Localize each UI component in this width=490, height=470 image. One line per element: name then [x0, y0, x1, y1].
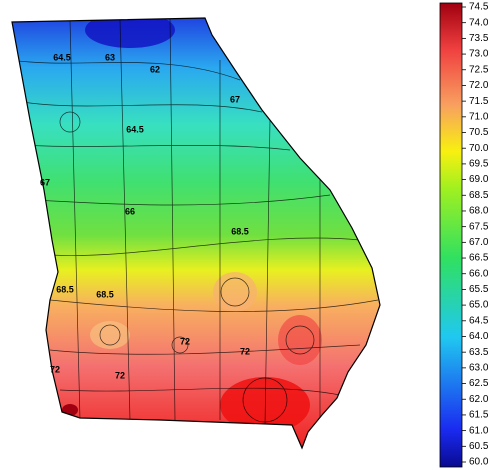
colorbar-tick-label: 73.0 [469, 49, 489, 60]
colorbar-tick-label: 71.0 [469, 111, 489, 122]
contour-label: 64.5 [53, 52, 71, 62]
colorbar-tick-label: 72.0 [469, 80, 489, 91]
colorbar [439, 2, 463, 468]
colorbar-tick-label: 72.5 [469, 64, 489, 75]
colorbar-tick-label: 70.0 [469, 143, 489, 154]
colorbar-tick-label: 68.0 [469, 206, 489, 217]
colorbar-tick-label: 65.0 [469, 300, 489, 311]
colorbar-tick-label: 61.0 [469, 425, 489, 436]
contour-label: 62 [150, 64, 160, 74]
colorbar-tick-label: 74.5 [469, 2, 489, 13]
colorbar-tick-label: 65.5 [469, 284, 489, 295]
contour-label: 68.5 [96, 289, 114, 299]
contour-label: 68.5 [56, 284, 74, 294]
colorbar-tick-label: 73.5 [469, 33, 489, 44]
contour-label: 67 [230, 94, 240, 104]
colorbar-tick-label: 63.5 [469, 347, 489, 358]
contour-label: 72 [180, 336, 190, 346]
colorbar-tick-label: 63.0 [469, 363, 489, 374]
contour-label: 63 [105, 52, 115, 62]
colorbar-tick-label: 71.5 [469, 96, 489, 107]
colorbar-tick-label: 69.5 [469, 159, 489, 170]
colorbar-tick-label: 68.5 [469, 190, 489, 201]
colorbar-tick-label: 74.0 [469, 17, 489, 28]
temperature-field [12, 18, 380, 448]
contour-label: 72 [240, 346, 250, 356]
colorbar-tick-label: 60.5 [469, 441, 489, 452]
contour-label: 72 [50, 364, 60, 374]
colorbar-tick-label: 69.0 [469, 174, 489, 185]
colorbar-tick-label: 60.0 [469, 457, 489, 468]
colorbar-tick-label: 62.5 [469, 378, 489, 389]
colorbar-tick-label: 62.0 [469, 394, 489, 405]
contour-label: 67 [40, 177, 50, 187]
colorbar-tick-label: 61.5 [469, 410, 489, 421]
colorbar-tick-label: 64.0 [469, 331, 489, 342]
contour-label: 68.5 [231, 226, 249, 236]
contour-label: 66 [125, 206, 135, 216]
colorbar-tick-label: 66.5 [469, 253, 489, 264]
colorbar-tick-label: 64.5 [469, 315, 489, 326]
colorbar-tick-label: 70.5 [469, 127, 489, 138]
colorbar-tick-label: 67.0 [469, 237, 489, 248]
colorbar-tick-label: 66.0 [469, 268, 489, 279]
contour-label: 64.5 [126, 124, 144, 134]
colorbar-tick-label: 67.5 [469, 221, 489, 232]
contour-label: 72 [115, 370, 125, 380]
